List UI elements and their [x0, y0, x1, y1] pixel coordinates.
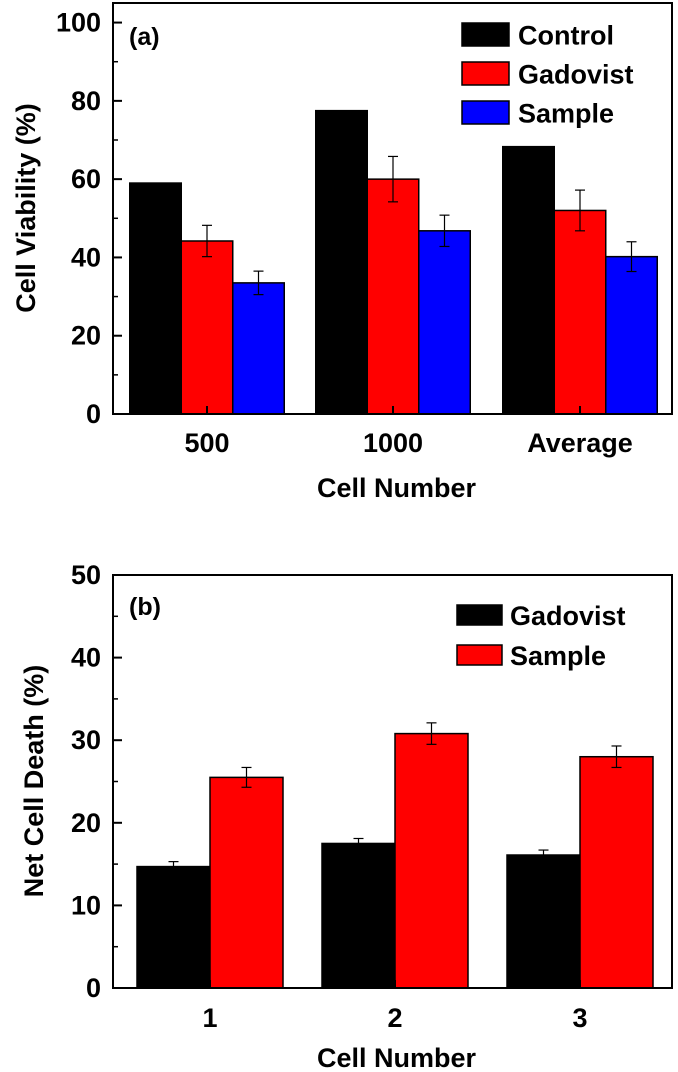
- y-tick-label: 50: [71, 560, 101, 590]
- bar-gadovist-3: [506, 854, 581, 989]
- y-tick-label: 80: [71, 86, 101, 116]
- y-tick-label: 40: [71, 242, 101, 272]
- x-axis-title: Cell Number: [317, 1043, 477, 1072]
- legend-swatch-control: [461, 22, 510, 47]
- x-tick-label-1: 1: [202, 1003, 217, 1033]
- bar-gadovist-500: [180, 240, 234, 415]
- panel-a-cell-viability: 0 20 40 60 80 100 500 1000 Average Cell Number Cel…: [11, 2, 673, 503]
- x-tick-label-500: 500: [184, 428, 229, 458]
- y-tick-label: 40: [71, 643, 101, 673]
- bar-control-average: [502, 145, 555, 415]
- y-tick-label: 20: [71, 321, 101, 351]
- bar-sample-3: [579, 755, 654, 989]
- legend-label-control: Control: [518, 21, 614, 51]
- x-tick-label-3: 3: [572, 1003, 587, 1033]
- legend-label-sample: Sample: [510, 641, 606, 671]
- legend-swatch-sample: [461, 100, 510, 125]
- bar-gadovist-average: [553, 209, 607, 415]
- bar-sample-1: [209, 776, 284, 989]
- panel-label: (a): [129, 23, 160, 51]
- bar-control-1000: [315, 109, 368, 415]
- panel-b-net-cell-death: 0 10 20 30 40 50 1 2 3 Cell Number Net Cell Death …: [19, 560, 673, 1072]
- legend-swatch-gadovist: [456, 604, 503, 626]
- y-tick-label: 10: [71, 890, 101, 920]
- y-axis-title: Net Cell Death (%): [19, 665, 49, 898]
- bar-sample-500: [232, 282, 285, 415]
- x-tick-label-average: Average: [527, 428, 633, 458]
- bar-gadovist-2: [321, 842, 396, 989]
- legend-label-sample: Sample: [518, 99, 614, 129]
- legend-label-gadovist: Gadovist: [518, 60, 634, 90]
- bar-sample-2: [394, 732, 469, 989]
- bar-gadovist-1000: [366, 178, 420, 415]
- bar-sample-average: [605, 255, 658, 415]
- x-axis-title: Cell Number: [317, 473, 477, 503]
- bar-gadovist-1: [136, 865, 211, 989]
- legend-swatch-gadovist: [461, 61, 510, 86]
- y-tick-label: 60: [71, 164, 101, 194]
- y-tick-label: 30: [71, 725, 101, 755]
- bar-control-500: [129, 182, 182, 415]
- y-tick-label: 100: [56, 8, 101, 38]
- bar-sample-1000: [418, 230, 471, 415]
- y-tick-label: 20: [71, 808, 101, 838]
- y-tick-label: 0: [86, 973, 101, 1003]
- legend: Control Gadovist Sample: [461, 21, 634, 129]
- legend: Gadovist Sample: [456, 601, 626, 671]
- x-tick-label-1000: 1000: [363, 428, 423, 458]
- x-tick-label-2: 2: [387, 1003, 402, 1033]
- y-tick-label: 0: [86, 399, 101, 429]
- panel-label: (b): [129, 593, 161, 621]
- y-axis-title: Cell Viability (%): [11, 103, 41, 313]
- legend-swatch-sample: [456, 644, 503, 666]
- legend-label-gadovist: Gadovist: [510, 601, 626, 631]
